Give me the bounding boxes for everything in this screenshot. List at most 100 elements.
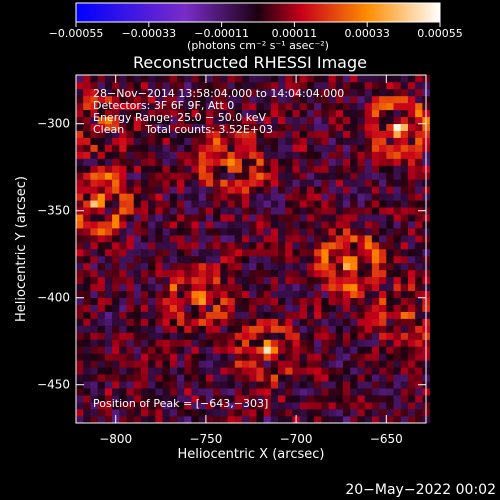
heatmap-cell: [335, 123, 344, 131]
heatmap-cell: [76, 325, 84, 333]
heatmap-cell: [191, 269, 199, 278]
heatmap-cell: [350, 332, 358, 340]
heatmap-cell: [234, 290, 243, 299]
heatmap-cell: [407, 235, 416, 243]
heatmap-cell: [285, 353, 293, 361]
heatmap-cell: [415, 290, 423, 299]
heatmap-cell: [198, 130, 207, 138]
heatmap-cell: [256, 297, 264, 305]
heatmap-cell: [256, 269, 264, 278]
heatmap-cell: [97, 200, 106, 208]
heatmap-cell: [379, 360, 387, 368]
heatmap-cell: [314, 207, 322, 215]
heatmap-cell: [83, 130, 91, 138]
heatmap-cell: [343, 221, 351, 229]
heatmap-cell: [205, 116, 214, 125]
heatmap-cell: [299, 346, 308, 354]
heatmap-cell: [155, 304, 163, 312]
heatmap-cell: [343, 144, 351, 152]
heatmap-cell: [407, 374, 416, 382]
heatmap-cell: [314, 255, 322, 264]
heatmap-cell: [328, 109, 337, 118]
heatmap-cell: [249, 283, 257, 292]
heatmap-cell: [234, 283, 243, 292]
heatmap-cell: [205, 249, 214, 257]
heatmap-cell: [83, 123, 91, 131]
heatmap-cell: [285, 409, 293, 417]
heatmap-cell: [357, 186, 365, 194]
heatmap-cell: [198, 381, 207, 389]
heatmap-cell: [234, 193, 243, 201]
heatmap-cell: [205, 325, 214, 333]
heatmap-cell: [234, 325, 243, 333]
colorbar-tick-label: −0.00033: [121, 27, 176, 40]
heatmap-cell: [213, 402, 221, 410]
heatmap-cell: [155, 290, 163, 299]
heatmap-cell: [400, 207, 409, 215]
heatmap-cell: [321, 374, 329, 382]
heatmap-cell: [227, 123, 236, 131]
heatmap-cell: [241, 283, 250, 292]
heatmap-cell: [415, 116, 423, 125]
heatmap-cell: [155, 88, 163, 97]
heatmap-cell: [213, 193, 221, 201]
heatmap-cell: [119, 360, 127, 368]
heatmap-cell: [292, 388, 301, 396]
heatmap-cell: [285, 276, 293, 285]
heatmap-cell: [198, 332, 207, 340]
heatmap-cell: [371, 262, 380, 271]
heatmap-cell: [357, 297, 365, 305]
heatmap-cell: [335, 193, 344, 201]
heatmap-cell: [415, 151, 423, 159]
heatmap-cell: [126, 123, 135, 131]
heatmap-cell: [148, 116, 156, 125]
heatmap-cell: [393, 262, 402, 271]
heatmap-cell: [256, 388, 264, 396]
heatmap-cell: [306, 88, 315, 97]
heatmap-cell: [90, 318, 98, 326]
heatmap-cell: [393, 318, 402, 326]
heatmap-cell: [205, 416, 214, 424]
heatmap-cell: [184, 360, 192, 368]
heatmap-cell: [256, 200, 264, 208]
heatmap-cell: [357, 102, 365, 111]
heatmap-cell: [76, 179, 84, 187]
heatmap-cell: [357, 242, 365, 250]
heatmap-cell: [126, 311, 135, 319]
heatmap-cell: [140, 395, 149, 403]
heatmap-cell: [104, 151, 113, 159]
heatmap-cell: [343, 207, 351, 215]
heatmap-cell: [292, 151, 301, 159]
heatmap-cell: [220, 402, 228, 410]
heatmap-cell: [357, 200, 365, 208]
heatmap-cell: [220, 186, 228, 194]
heatmap-cell: [205, 353, 214, 361]
heatmap-cell: [241, 367, 250, 375]
heatmap-cell: [328, 151, 337, 159]
heatmap-cell: [321, 221, 329, 229]
heatmap-cell: [162, 353, 171, 361]
heatmap-cell: [379, 283, 387, 292]
heatmap-cell: [335, 297, 344, 305]
heatmap-cell: [169, 172, 178, 180]
heatmap-cell: [256, 332, 264, 340]
heatmap-cell: [379, 207, 387, 215]
heatmap-cell: [350, 186, 358, 194]
heatmap-cell: [162, 186, 171, 194]
heatmap-cell: [140, 346, 149, 354]
heatmap-cell: [321, 81, 329, 90]
heatmap-cell: [299, 193, 308, 201]
heatmap-cell: [306, 109, 315, 118]
heatmap-cell: [335, 409, 344, 417]
heatmap-cell: [241, 144, 250, 152]
heatmap-cell: [357, 193, 365, 201]
heatmap-cell: [379, 242, 387, 250]
heatmap-cell: [357, 276, 365, 285]
heatmap-cell: [83, 207, 91, 215]
heatmap-cell: [169, 269, 178, 278]
heatmap-cell: [184, 200, 192, 208]
heatmap-cell: [112, 102, 120, 111]
heatmap-cell: [155, 130, 163, 138]
heatmap-cell: [112, 81, 120, 90]
heatmap-cell: [241, 102, 250, 111]
